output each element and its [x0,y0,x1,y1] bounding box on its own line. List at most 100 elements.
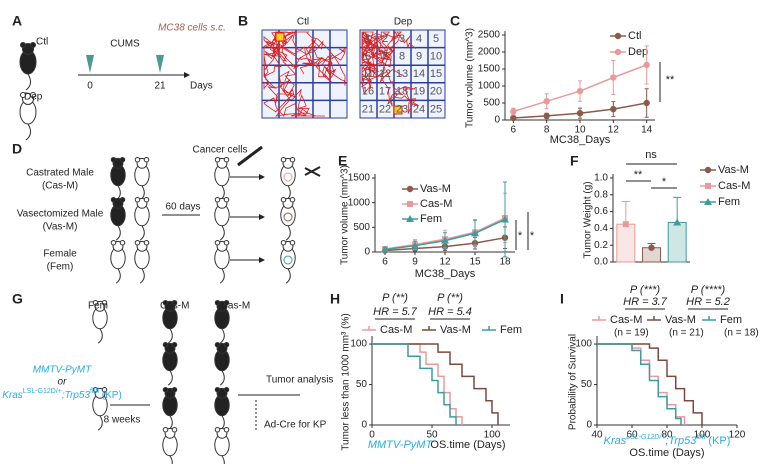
y-tick-label: 0.8 [594,189,608,200]
x-tick-label: 12 [608,125,620,136]
mouse-tail [97,328,103,344]
zone-number: 24 [413,103,425,115]
mouse-ear [214,239,221,246]
mouse-ear [223,426,230,433]
mouse-tail [221,455,225,464]
x-tick-label: 6 [511,125,517,136]
mouse-ear [214,426,221,433]
x-axis-label: MC38_Days [550,134,611,146]
panel-label: F [570,153,579,169]
treatment: CUMS [110,39,140,50]
mouse-ear [101,386,108,393]
marker [614,32,622,40]
model-part: ;Trp53 [62,390,91,401]
zone-number: 22 [379,103,391,115]
mouse-ear [289,156,296,163]
start-box [393,105,403,115]
zone-number: 14 [413,68,425,80]
model-part: Kras [2,390,23,401]
marker [406,215,414,222]
zone-number: 12 [379,68,391,80]
annotation: ns [645,149,657,161]
panel-label: E [338,153,347,169]
survival-curve [372,343,499,425]
mouse-ear [280,196,287,203]
zone-number: 10 [430,51,442,63]
tumor [283,212,293,222]
x-tick-label: 6 [382,257,388,268]
mouse-tail [219,268,225,284]
subtitle-part: Kras [604,435,627,447]
model: KrasLSL-G12D/+;Trp53fl/fl (KP) [2,388,122,401]
legend-label: Vas-M [665,314,696,326]
injection: Cancer cells [192,145,247,156]
annotation: * [518,230,523,242]
mouse-tail [285,225,291,241]
x-tick-label: 15 [469,257,481,268]
mouse-tail [139,225,145,241]
y-tick-label: 1500 [478,64,501,75]
group-label: Dep [24,92,43,103]
zone-number: 25 [430,103,442,115]
x-tick-label: 8 [544,125,550,136]
mouse-ear [289,239,296,246]
y-tick-label: 0.0 [594,257,608,268]
zone-number: 19 [413,86,425,98]
y-tick-label: 100 [350,339,367,350]
y-axis-label: Tumor volume (mm^3) [465,28,476,128]
x-axis-label: OS.time (Days) [629,447,704,459]
legend-label: Fem [720,314,742,326]
legend-n: (n = 18) [724,328,759,339]
annotation: P (****) [691,284,726,296]
zone-number: 1 [365,33,371,45]
zone-number: 23 [396,103,408,115]
timepoint: 21 [154,81,166,92]
panel-label: A [12,13,22,29]
y-tick-label: 0.4 [594,223,608,234]
mouse-ear [30,42,36,48]
panel-label: D [12,141,22,157]
mouse-ear [214,196,221,203]
mouse-ear [110,196,117,203]
arrow-head [259,174,265,180]
x-tick-label: 50 [426,430,438,441]
y-tick-label: 50 [581,379,593,390]
marker [576,110,584,117]
group-name: Vasectomized Male [17,209,104,220]
mouse-ear [171,426,178,433]
survival-curve [372,343,457,425]
marker [576,87,584,95]
legend-label: Vas-M [420,183,451,195]
x-tick-label: 14 [641,125,653,136]
syringe [237,145,263,167]
subtitle: MMTV-PyMT [368,439,434,451]
mouse-ear [162,426,169,433]
mouse-ear [143,239,150,246]
subtitle-part: (KP) [705,435,730,447]
mouse-ear [289,196,296,203]
scissors [304,166,321,177]
marker [673,218,682,226]
panel-label: B [238,13,248,29]
marker [610,105,617,113]
annotation: ** [666,74,675,86]
mouse-ear [171,299,178,306]
y-tick-label: 0 [361,420,367,431]
interval: 8 weeks [104,415,141,426]
annotation: P (**) [382,292,408,304]
zone-number: 3 [399,33,405,45]
annotation: * [530,230,535,242]
mouse-ear [214,299,221,306]
model: MMTV-PyMT [33,365,92,376]
error-bar [673,196,682,223]
mouse-ear [223,239,230,246]
y-axis-label: Tumor Weight (g) [583,181,594,258]
zone-number: 6 [365,51,371,63]
marker [614,48,622,56]
injection-marker [86,55,94,73]
note: Ad-Cre for KP [264,420,327,431]
subtitle: KrasLSL-G12D/+;Trp53fl/fl (KP) [604,434,731,447]
x-tick-label: 0 [369,430,375,441]
x-tick-label: 12 [439,257,451,268]
